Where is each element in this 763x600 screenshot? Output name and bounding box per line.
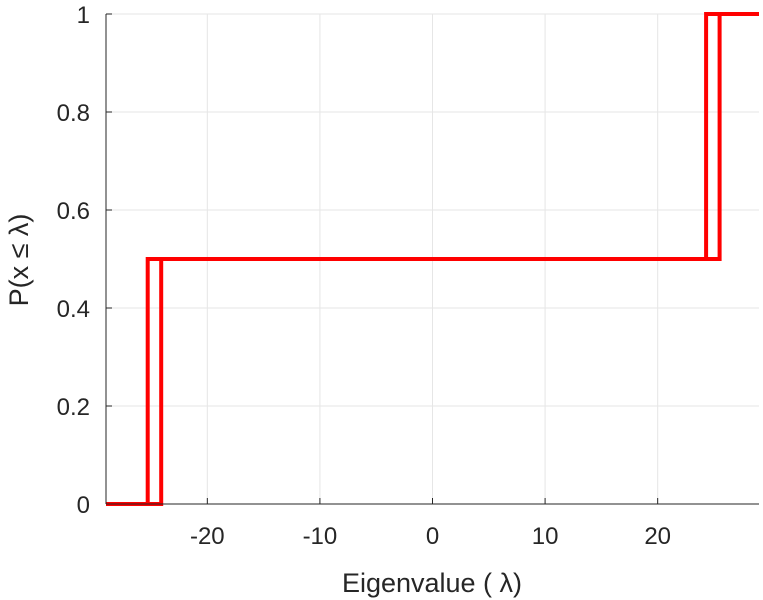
y-tick-label: 1 — [77, 2, 90, 29]
x-axis-label: Eigenvalue ( λ) — [342, 568, 522, 598]
y-tick-label: 0.2 — [57, 394, 90, 421]
axes — [105, 13, 759, 505]
x-tick-label: 20 — [644, 523, 671, 550]
y-tick-labels: 0 0.2 0.4 0.6 0.8 1 — [57, 2, 90, 519]
y-tick-label: 0.6 — [57, 198, 90, 225]
y-axis-label: P(x ≤ λ) — [4, 214, 34, 307]
x-tick-labels: -20 -10 0 10 20 — [190, 523, 671, 550]
y-tick-label: 0.4 — [57, 296, 90, 323]
x-tick-label: 10 — [532, 523, 559, 550]
x-tick-label: -20 — [190, 523, 225, 550]
x-tick-label: 0 — [426, 523, 439, 550]
y-tick-label: 0 — [77, 492, 90, 519]
x-tick-label: -10 — [303, 523, 338, 550]
y-tick-label: 0.8 — [57, 100, 90, 127]
